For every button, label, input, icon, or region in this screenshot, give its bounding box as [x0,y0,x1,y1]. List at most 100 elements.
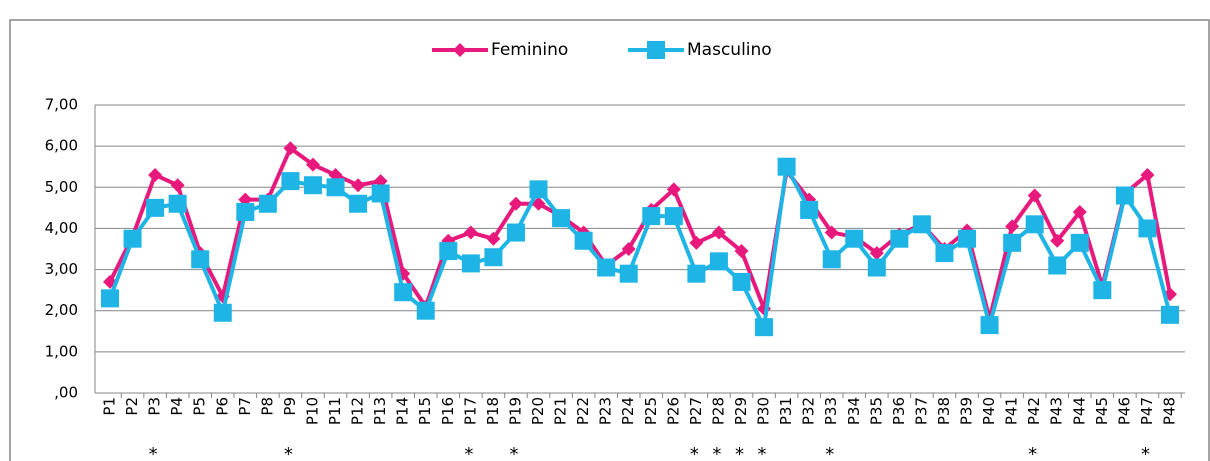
data-point [642,207,661,226]
x-tick-label: P8 [258,397,276,416]
data-point [1072,204,1087,219]
data-point [958,229,977,248]
data-point [508,196,523,211]
data-point [351,178,366,193]
data-point [845,229,864,248]
data-point [867,258,886,277]
data-point [461,254,480,273]
data-point [1070,233,1089,252]
x-tick-label: P28 [709,397,727,425]
data-point [349,194,368,213]
data-point [709,252,728,271]
x-tick-label: P39 [958,397,976,425]
data-point [1138,219,1157,238]
significance-marker: * [149,444,158,461]
data-point [213,303,232,322]
data-point [664,207,683,226]
significance-marker: * [464,444,473,461]
data-point [1161,305,1179,324]
data-point [416,301,435,320]
x-tick-label: P17 [461,397,479,425]
x-tick-label: P19 [506,397,524,425]
x-tick-label: P4 [168,397,186,416]
x-tick-label: P33 [822,397,840,425]
y-tick-label: ,00 [54,384,78,402]
data-point [777,157,796,176]
data-point [303,176,322,195]
data-point [822,250,841,269]
x-tick-label: P10 [303,397,321,425]
data-point [281,172,300,191]
x-tick-label: P38 [935,397,953,425]
data-point [168,194,187,213]
significance-marker: * [1028,444,1037,461]
data-point [800,200,819,219]
x-tick-label: P41 [1003,397,1021,425]
x-tick-label: P37 [912,397,930,425]
x-tick-label: P24 [619,397,637,425]
y-tick-label: 4,00 [45,219,78,237]
x-tick-label: P29 [732,397,750,425]
data-point [305,157,320,172]
x-tick-label: P14 [394,397,412,425]
x-tick-label: P20 [529,397,547,425]
chart-frame [9,19,1210,461]
x-tick-label: P42 [1025,397,1043,425]
significance-marker: * [758,444,767,461]
data-point [101,289,119,308]
data-point [1005,219,1020,234]
data-point [170,178,185,193]
x-tick-label: P48 [1161,397,1179,425]
x-tick-label: P40 [980,397,998,425]
x-tick-label: P32 [800,397,818,425]
data-point [1003,233,1022,252]
data-point [1025,215,1044,234]
data-point [912,215,931,234]
x-tick-label: P13 [371,397,389,425]
x-tick-label: P2 [123,397,141,416]
data-point [146,198,165,217]
significance-marker: * [284,444,293,461]
data-point [463,225,478,240]
data-point [1050,233,1065,248]
significance-marker: * [690,444,699,461]
legend-label: Feminino [491,40,568,60]
y-tick-label: 7,00 [45,96,78,114]
x-tick-label: P36 [890,397,908,425]
y-tick-label: 3,00 [45,260,78,278]
data-point [597,258,616,277]
data-point [824,225,839,240]
data-point [258,194,277,213]
data-point [123,229,142,248]
data-point [619,264,638,283]
x-tick-label: P7 [236,397,254,416]
legend-marker [647,41,665,59]
x-tick-label: P44 [1070,397,1088,425]
data-point [574,231,593,250]
x-tick-label: P26 [664,397,682,425]
x-tick-label: P46 [1115,397,1133,425]
data-point [439,242,458,261]
data-point [890,229,909,248]
legend-label: Masculino [687,40,772,60]
x-tick-label: P11 [326,397,344,425]
x-tick-label: P22 [574,397,592,425]
data-point [689,235,704,250]
x-tick-label: P30 [755,397,773,425]
significance-marker: * [1141,444,1150,461]
legend-marker [453,43,467,57]
data-point [666,182,681,197]
data-point [621,242,636,256]
x-tick-label: P35 [867,397,885,425]
y-tick-label: 1,00 [45,342,78,360]
data-point [236,202,255,221]
y-tick-label: 2,00 [45,301,78,319]
x-tick-label: P47 [1138,397,1156,425]
x-tick-label: P27 [687,397,705,425]
x-tick-label: P6 [213,397,231,416]
x-tick-label: P45 [1093,397,1111,425]
data-point [1115,186,1134,205]
x-tick-label: P15 [416,397,434,425]
data-point [484,248,503,267]
